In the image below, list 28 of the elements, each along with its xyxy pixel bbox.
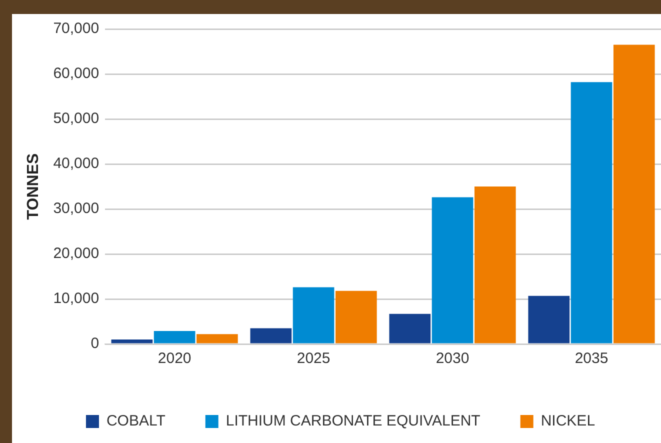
- legend-label: COBALT: [106, 412, 166, 430]
- x-tick-label: 2030: [436, 350, 470, 368]
- x-tick-label: 2025: [296, 350, 330, 368]
- y-tick-label: 40,000: [53, 155, 100, 172]
- bar: [154, 330, 196, 344]
- y-tick-label: 30,000: [53, 200, 100, 218]
- y-tick-label: 20,000: [53, 245, 100, 262]
- bar: [111, 340, 153, 344]
- x-tick-label: 2035: [574, 350, 608, 368]
- y-tick-label: 70,000: [53, 20, 100, 38]
- bar: [528, 296, 570, 344]
- bar: [250, 328, 292, 344]
- y-tick-label: 0: [90, 335, 100, 352]
- y-axis-title: TONNES: [25, 152, 42, 220]
- legend-label: NICKEL: [540, 412, 596, 430]
- bar: [474, 186, 516, 344]
- x-tick-label: 2020: [158, 350, 192, 368]
- legend-label: LITHIUM CARBONATE EQUIVALENT: [226, 412, 480, 430]
- bar: [613, 44, 655, 344]
- y-tick-label: 50,000: [53, 110, 100, 128]
- y-tick-label: 10,000: [53, 290, 100, 308]
- bar: [389, 314, 431, 344]
- bar: [292, 287, 334, 344]
- bar: [570, 82, 612, 344]
- bar: [336, 290, 377, 344]
- bar: [196, 334, 238, 344]
- bar: [432, 197, 474, 344]
- y-tick-label: 60,000: [53, 65, 100, 82]
